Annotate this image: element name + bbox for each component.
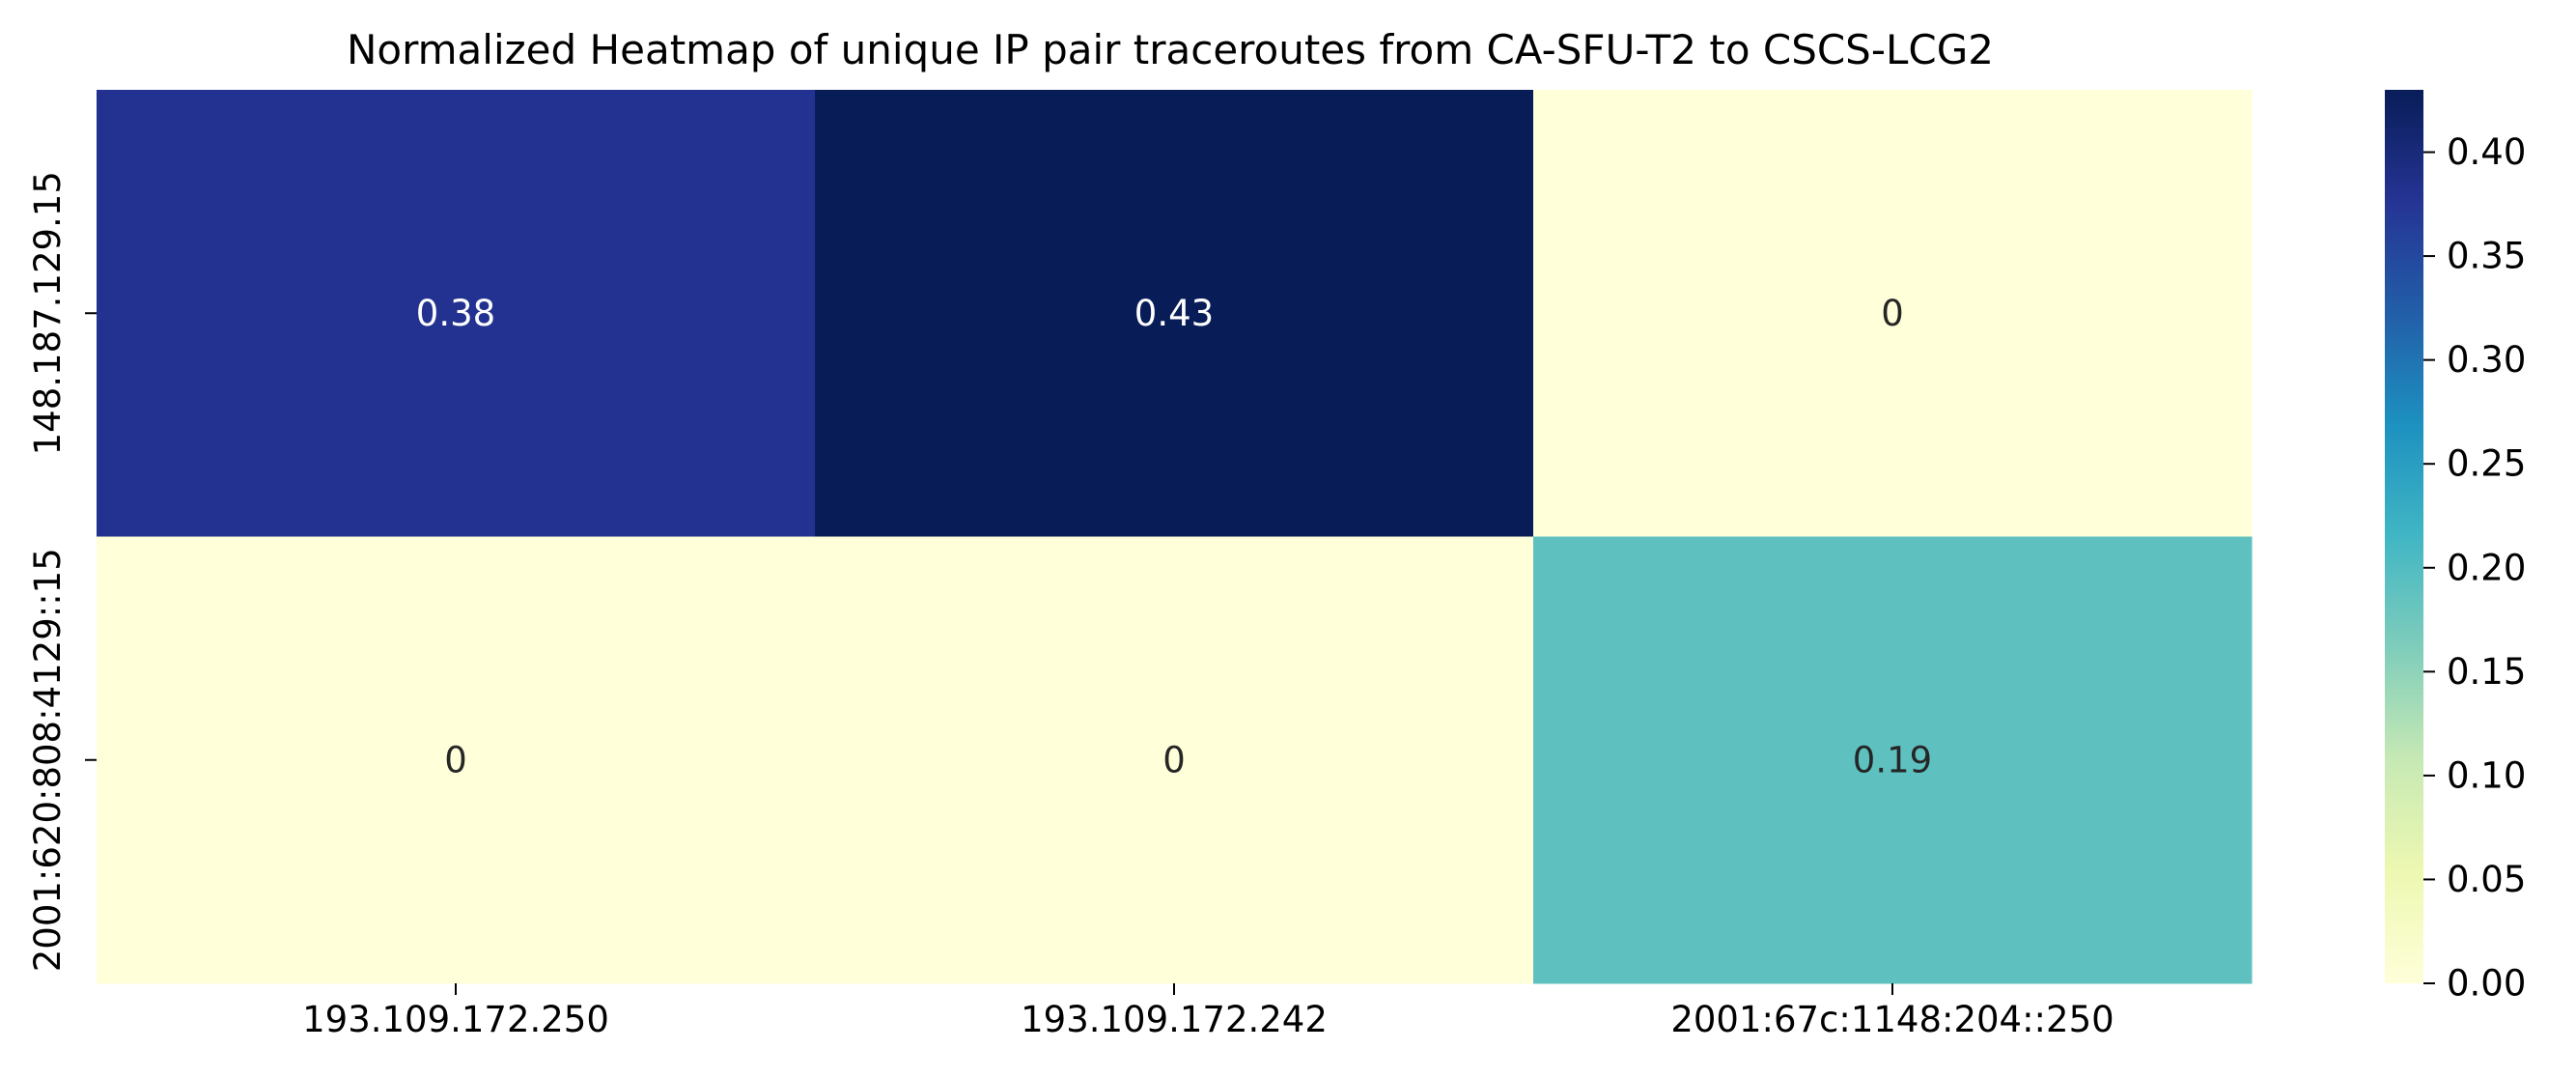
colorbar-tick-label: 0.30 [2447,339,2526,381]
colorbar-tick-label: 0.20 [2447,547,2526,588]
y-tick-label: 2001:620:808:4129::15 [27,548,69,972]
cell-value-label: 0 [1881,293,1904,334]
cell-value-label: 0 [1162,739,1186,780]
colorbar-tick-label: 0.15 [2447,651,2526,693]
y-tick-label: 148.187.129.15 [27,171,69,455]
colorbar-tick-label: 0.25 [2447,443,2526,485]
heatmap-cell [815,90,1534,537]
heatmap-cell [1533,536,2253,984]
cell-value-label: 0.38 [416,293,495,334]
x-tick-label: 193.109.172.242 [1021,999,1328,1040]
heatmap-cell [97,536,816,984]
heatmap-cell-labels: 0.38 0.43 0 0 0 0.19 [416,293,1932,781]
colorbar-ticks: 0.00 0.05 0.10 0.15 0.20 0.25 0.30 0.35 0.40 [2423,131,2526,1005]
chart-title: Normalized Heatmap of unique IP pair tra… [347,26,1994,73]
cell-value-label: 0 [444,739,467,780]
colorbar-tick-label: 0.40 [2447,131,2526,173]
heatmap-cell [815,536,1534,984]
heatmap-cells [97,90,2253,984]
cell-value-label: 0.19 [1853,739,1932,780]
colorbar-tick-label: 0.00 [2447,963,2526,1005]
x-axis: 193.109.172.250 193.109.172.242 2001:67c:1… [302,983,2114,1040]
colorbar-tick-label: 0.10 [2447,754,2526,796]
colorbar-tick-label: 0.35 [2447,236,2526,277]
cell-value-label: 0.43 [1134,293,1214,334]
x-tick-label: 193.109.172.250 [302,999,609,1040]
colorbar-gradient [2385,90,2423,983]
heatmap-cell [1533,90,2253,537]
colorbar-tick-label: 0.05 [2447,859,2526,900]
x-tick-label: 2001:67c:1148:204::250 [1670,999,2114,1040]
heatmap-cell [97,90,816,537]
colorbar: 0.00 0.05 0.10 0.15 0.20 0.25 0.30 0.35 0.40 [2385,90,2526,1005]
